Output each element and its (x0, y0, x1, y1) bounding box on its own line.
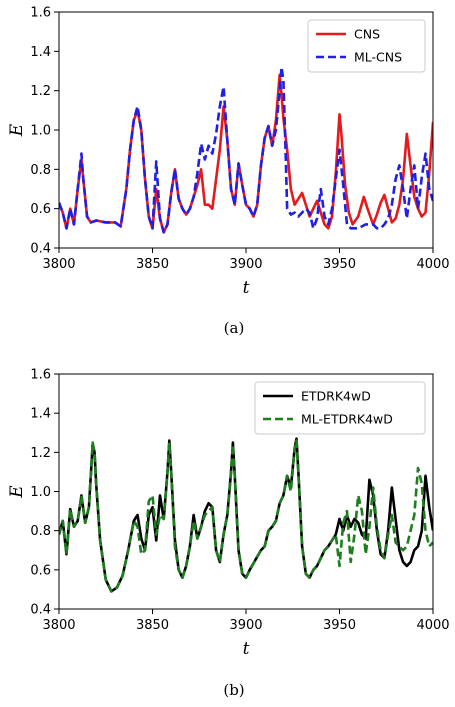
y-tick-label: 1.0 (30, 124, 51, 139)
x-tick-label: 3900 (229, 257, 262, 272)
y-tick-label: 0.4 (30, 242, 51, 257)
chart-panel-1: 3800 3850 3900 3950 4000 0.4 0.6 0.8 1.0 1.2 1.4 1.… (7, 6, 450, 338)
y-tick-label: 1.0 (30, 485, 51, 500)
x-tick-label: 4000 (416, 257, 449, 272)
chart-panel-2: 3800 3850 3900 3950 4000 0.4 0.6 0.8 1.0 1.2 1.4 1.… (7, 368, 450, 700)
y-tick-label: 1.6 (30, 6, 51, 21)
y-tick-label: 1.2 (30, 446, 51, 461)
legend-label-ML-CNS: ML-CNS (354, 50, 402, 65)
x-axis-label: t (243, 278, 250, 298)
legend-label-ETDRK4wD: ETDRK4wD (301, 389, 371, 404)
legend-label-ML-ETDRK4wD: ML-ETDRK4wD (301, 412, 393, 427)
x-axis-label: t (243, 639, 250, 659)
y-tick-label: 1.4 (30, 45, 51, 60)
y-tick-label: 0.4 (30, 603, 51, 618)
series-line-ML-CNS (59, 65, 433, 234)
y-tick-label: 0.8 (30, 524, 51, 539)
y-tick-label: 0.6 (30, 202, 51, 217)
x-tick-label: 3850 (136, 618, 169, 633)
x-tick-label: 3850 (136, 257, 169, 272)
x-tick-label: 4000 (416, 618, 449, 633)
y-axis-label: E (7, 485, 27, 499)
x-tick-label: 3800 (42, 618, 75, 633)
series-line-CNS (59, 73, 433, 234)
panel-caption: (b) (223, 681, 244, 699)
x-tick-label: 3950 (323, 257, 356, 272)
y-tick-label: 1.4 (30, 407, 51, 422)
legend-label-CNS: CNS (354, 27, 380, 42)
x-tick-label: 3950 (323, 618, 356, 633)
y-tick-label: 1.2 (30, 84, 51, 99)
series-line-ETDRK4wD (59, 437, 433, 593)
y-tick-label: 0.8 (30, 163, 51, 178)
panel-caption: (a) (224, 319, 245, 337)
series-line-ML-ETDRK4wD (59, 439, 433, 593)
x-tick-label: 3900 (229, 618, 262, 633)
y-tick-label: 0.6 (30, 563, 51, 578)
x-tick-label: 3800 (42, 257, 75, 272)
y-tick-label: 1.6 (30, 368, 51, 383)
y-axis-label: E (7, 123, 27, 137)
legend-box (254, 381, 426, 435)
